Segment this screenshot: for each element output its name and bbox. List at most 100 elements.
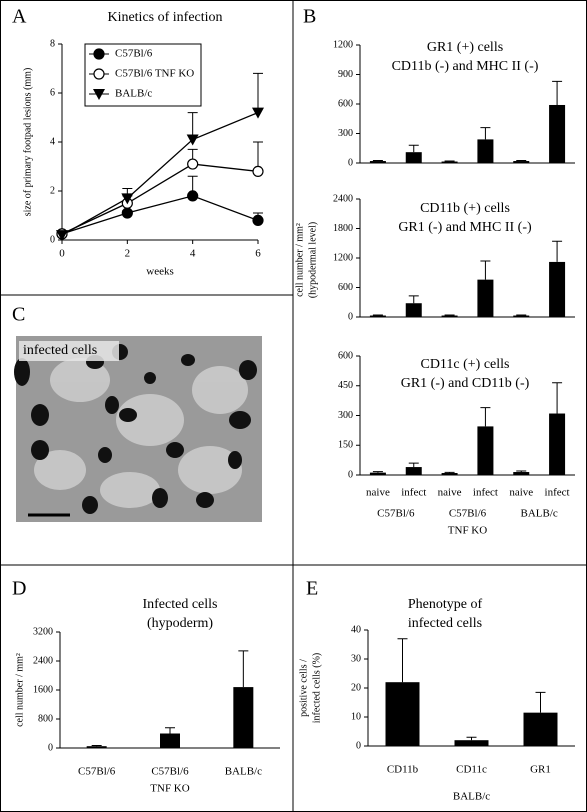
marker xyxy=(252,214,264,226)
axis xyxy=(367,630,575,747)
x-tick-label: CD11b xyxy=(387,764,419,776)
group-label: BALB/c xyxy=(521,508,558,520)
error-bar xyxy=(408,462,419,468)
error-bar xyxy=(552,382,563,414)
x-tick-label: naive xyxy=(366,487,390,499)
bar xyxy=(369,161,386,163)
error-bar xyxy=(480,407,491,427)
group-label: C57Bl/6 xyxy=(377,508,415,520)
error-bar xyxy=(91,744,102,747)
chart-title: Kinetics of infection xyxy=(107,10,222,25)
marker xyxy=(187,158,199,170)
y-axis-label: infected cells (%) xyxy=(311,653,322,724)
error-bar xyxy=(552,80,563,105)
y-tick-label: 3200 xyxy=(33,626,53,637)
y-tick-label: 800 xyxy=(38,713,53,724)
chart-title: GR1 (+) cells xyxy=(427,40,503,55)
bar xyxy=(369,315,386,317)
error-bar xyxy=(552,240,563,262)
y-tick-label: 1800 xyxy=(333,223,353,234)
group-label: C57Bl/6 xyxy=(449,508,487,520)
chart-title: Phenotype of xyxy=(408,597,483,612)
error-bar xyxy=(253,72,263,113)
legend xyxy=(84,43,202,107)
y-tick-label: 600 xyxy=(338,350,353,361)
legend-marker xyxy=(93,68,105,80)
x-tick-label: C57Bl/6 xyxy=(151,766,189,778)
error-bar xyxy=(165,727,175,734)
y-tick-label: 150 xyxy=(338,440,353,451)
x-tick-label: naive xyxy=(509,487,533,499)
chart-title: (hypoderm) xyxy=(147,616,213,631)
error-bar xyxy=(408,144,419,153)
bar xyxy=(86,746,107,748)
micrograph xyxy=(14,336,262,522)
error-bar xyxy=(444,471,455,474)
error-bar xyxy=(535,691,546,713)
y-tick-label: 8 xyxy=(50,38,55,49)
panel-letter: E xyxy=(306,578,318,600)
chart-title: GR1 (-) and CD11b (-) xyxy=(401,376,530,391)
y-tick-label: 300 xyxy=(338,410,353,421)
bar xyxy=(441,473,458,475)
x-axis-label: BALB/c xyxy=(453,791,490,803)
axis xyxy=(359,199,575,318)
error-bar xyxy=(408,295,419,304)
y-tick-label: 10 xyxy=(351,711,361,722)
x-tick-label: GR1 xyxy=(530,764,551,776)
bar xyxy=(369,472,386,475)
y-axis-label: (hypodermal level) xyxy=(307,222,318,298)
series-line xyxy=(61,195,259,235)
chart-title: Infected cells xyxy=(142,597,217,612)
legend-marker xyxy=(93,48,105,60)
x-tick-label: TNF KO xyxy=(150,783,189,795)
axis xyxy=(359,45,575,164)
series-line xyxy=(61,111,259,236)
panel-letter: A xyxy=(12,6,27,28)
y-tick-label: 6 xyxy=(50,87,55,98)
x-tick-label: infect xyxy=(545,487,570,499)
bar xyxy=(233,687,254,748)
y-tick-label: 1200 xyxy=(333,252,353,263)
y-tick-label: 1600 xyxy=(33,684,53,695)
y-tick-label: 30 xyxy=(351,653,361,664)
legend-label: C57Bl/6 xyxy=(115,48,153,60)
x-tick-label: 6 xyxy=(255,248,261,260)
y-tick-label: 2400 xyxy=(333,193,353,204)
error-bar xyxy=(480,127,491,140)
marker xyxy=(121,207,133,219)
y-tick-label: 4 xyxy=(50,136,55,147)
x-tick-label: BALB/c xyxy=(225,766,262,778)
y-tick-label: 600 xyxy=(338,282,353,293)
error-bar xyxy=(372,471,383,473)
axis xyxy=(59,632,280,749)
bar xyxy=(549,104,566,163)
bar xyxy=(477,139,494,163)
y-axis-label: size of primary footpad lesions (mm) xyxy=(22,68,33,217)
bar xyxy=(513,315,530,317)
axis xyxy=(359,356,575,476)
x-tick-label: infect xyxy=(401,487,426,499)
y-tick-label: 450 xyxy=(338,380,353,391)
y-tick-label: 40 xyxy=(351,624,361,635)
y-tick-label: 900 xyxy=(338,69,353,80)
legend-label: BALB/c xyxy=(115,88,152,100)
bar xyxy=(454,740,489,746)
bar xyxy=(441,161,458,163)
marker xyxy=(252,107,264,119)
bar xyxy=(513,472,530,475)
y-axis-label: cell number / mm² xyxy=(294,223,305,297)
y-tick-label: 2400 xyxy=(33,655,53,666)
legend-label: C57Bl/6 TNF KO xyxy=(115,68,194,80)
error-bar xyxy=(397,638,408,683)
marker xyxy=(121,193,134,205)
panel-letter: B xyxy=(303,6,316,28)
chart-title: infected cells xyxy=(408,616,482,631)
bar xyxy=(477,279,494,317)
x-tick-label: naive xyxy=(438,487,462,499)
x-tick-label: 4 xyxy=(190,248,196,260)
y-tick-label: 0 xyxy=(356,740,361,751)
panel-letter: D xyxy=(12,578,26,600)
y-tick-label: 300 xyxy=(338,128,353,139)
